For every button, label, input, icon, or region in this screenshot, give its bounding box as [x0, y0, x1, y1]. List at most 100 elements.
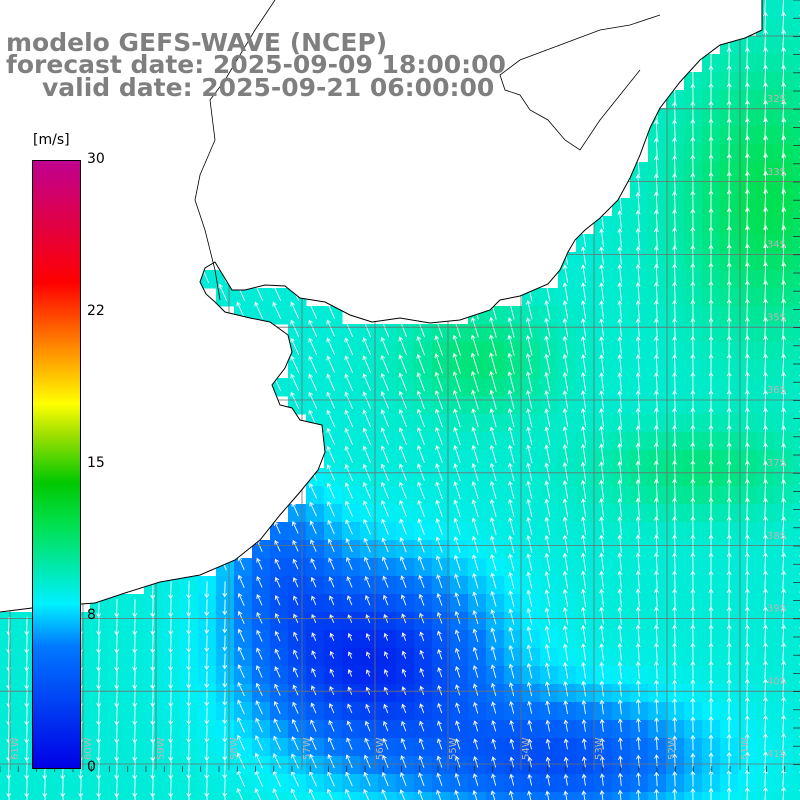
- field-cell: [792, 594, 800, 613]
- field-cell: [324, 792, 343, 800]
- field-cell: [792, 558, 800, 577]
- field-cell: [270, 792, 289, 800]
- wind-arrow: [171, 653, 172, 670]
- longitude-label: 57W: [302, 737, 313, 760]
- latitude-label: 32S: [767, 94, 786, 105]
- field-cell: [792, 522, 800, 541]
- colorbar-tick-22: 22: [87, 303, 105, 319]
- field-cell: [792, 450, 800, 469]
- longitude-label: 61W: [10, 737, 21, 760]
- wind-arrow: [99, 635, 100, 653]
- wind-arrow: [747, 788, 748, 800]
- latitude-label: 40S: [767, 676, 786, 687]
- wind-arrow: [117, 635, 118, 653]
- field-cell: [792, 468, 800, 487]
- wind-arrow: [99, 725, 100, 743]
- field-cell: [792, 90, 800, 109]
- field-cell: [792, 486, 800, 505]
- field-cell: [792, 126, 800, 145]
- wind-arrow: [27, 617, 28, 635]
- wind-arrow: [117, 725, 118, 743]
- wind-arrow: [117, 707, 118, 725]
- wind-arrow: [27, 779, 28, 797]
- wind-arrow: [747, 661, 748, 679]
- latitude-label: 37S: [767, 458, 786, 469]
- field-cell: [792, 72, 800, 91]
- field-cell: [792, 360, 800, 379]
- wind-arrow: [171, 617, 172, 634]
- wind-arrow: [99, 653, 100, 671]
- wind-arrow: [747, 607, 748, 625]
- wind-arrow: [153, 707, 154, 725]
- latitude-label: 41S: [767, 749, 786, 760]
- wind-arrow: [747, 571, 748, 589]
- field-cell: [792, 504, 800, 523]
- field-cell: [792, 702, 800, 721]
- field-cell: [792, 36, 800, 55]
- field-cell: [378, 792, 397, 800]
- latitude-label: 38S: [767, 531, 786, 542]
- longitude-label: 51W: [740, 737, 751, 760]
- wind-arrow: [747, 589, 748, 607]
- wind-arrow: [117, 599, 118, 617]
- wind-arrow: [45, 779, 46, 797]
- wind-arrow: [135, 779, 136, 797]
- wind-arrow: [747, 336, 748, 355]
- wind-arrow: [135, 617, 136, 635]
- wind-arrow: [117, 671, 118, 689]
- wind-arrow: [27, 707, 28, 725]
- longitude-label: 60W: [83, 737, 94, 760]
- wind-arrow: [153, 743, 154, 761]
- longitude-label: 53W: [594, 737, 605, 760]
- field-cell: [342, 792, 361, 800]
- wind-arrow: [207, 743, 208, 760]
- field-cell: [252, 792, 271, 800]
- wind-arrow: [675, 662, 676, 679]
- wind-arrow: [171, 743, 172, 761]
- field-cell: [396, 792, 415, 800]
- wind-arrow: [135, 725, 136, 743]
- field-cell: [792, 684, 800, 703]
- field-cell: [288, 792, 307, 800]
- wind-arrow: [135, 653, 136, 671]
- field-cell: [450, 792, 469, 800]
- wind-arrow: [135, 743, 136, 761]
- wind-arrow: [9, 707, 10, 725]
- colorbar-tick-8: 8: [87, 607, 96, 623]
- latitude-label: 33S: [767, 167, 786, 178]
- wind-arrow: [9, 635, 10, 653]
- wind-arrow: [135, 707, 136, 725]
- field-cell: [792, 720, 800, 739]
- wind-arrow: [153, 599, 154, 617]
- wind-arrow: [747, 373, 748, 392]
- wind-arrow: [135, 671, 136, 689]
- field-cell: [792, 414, 800, 433]
- latitude-label: 35S: [767, 312, 786, 323]
- field-cell: [792, 576, 800, 595]
- wind-arrow: [189, 779, 190, 797]
- field-cell: [792, 324, 800, 343]
- colorbar-tick-30: 30: [87, 151, 105, 167]
- field-cell: [792, 18, 800, 37]
- colorbar-unit: [m/s]: [33, 132, 70, 148]
- wind-arrow: [675, 772, 676, 786]
- wind-arrow: [99, 707, 100, 725]
- field-cell: [792, 630, 800, 649]
- wind-arrow: [747, 517, 748, 535]
- wind-arrow: [747, 680, 748, 697]
- field-cell: [792, 666, 800, 685]
- wind-arrow: [747, 643, 748, 661]
- field-cell: [414, 792, 433, 800]
- wind-arrow: [135, 761, 136, 779]
- wind-arrow: [99, 779, 100, 797]
- wind-arrow: [117, 617, 118, 635]
- field-cell: [432, 792, 451, 800]
- wind-arrow: [117, 743, 118, 761]
- wind-arrow: [153, 761, 154, 779]
- wind-arrow: [747, 48, 748, 67]
- field-cell: [792, 162, 800, 181]
- wind-arrow: [207, 779, 208, 797]
- latitude-label: 36S: [767, 385, 786, 396]
- title-valid-date: valid date: 2025-09-21 06:00:00: [42, 75, 494, 100]
